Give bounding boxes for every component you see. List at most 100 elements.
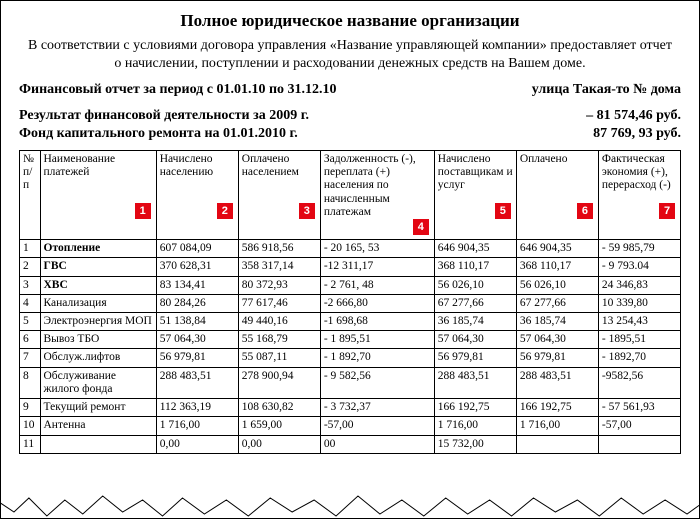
cell-c4: - 1 892,70 xyxy=(320,349,434,367)
col-badge-7: 7 xyxy=(659,203,675,219)
cell-c4: - 3 732,37 xyxy=(320,399,434,417)
document-page: Полное юридическое название организации … xyxy=(0,0,700,519)
cell-c4: -1 698,68 xyxy=(320,312,434,330)
cell-c5: 288 483,51 xyxy=(434,367,516,398)
cell-c5: 15 732,00 xyxy=(434,435,516,453)
col-badge-4: 4 xyxy=(413,219,429,235)
cell-c3: 278 900,94 xyxy=(238,367,320,398)
cell-name: Электроэнергия МОП xyxy=(40,312,156,330)
table-row: 5Электроэнергия МОП51 138,8449 440,16-1 … xyxy=(20,312,681,330)
cell-c7: - 1895,51 xyxy=(598,331,680,349)
cell-c7: 13 254,43 xyxy=(598,312,680,330)
cell-c2: 56 979,81 xyxy=(156,349,238,367)
cell-c5: 57 064,30 xyxy=(434,331,516,349)
cell-c3: 80 372,93 xyxy=(238,276,320,294)
intro-text: В соответствии с условиями договора упра… xyxy=(25,37,675,72)
cell-c5: 368 110,17 xyxy=(434,258,516,276)
cell-n: 4 xyxy=(20,294,41,312)
col-header-0: № п/п xyxy=(20,151,41,240)
col-header-2: Начислено населению2 xyxy=(156,151,238,240)
finance-table: № п/пНаименование платежей1Начислено нас… xyxy=(19,150,681,454)
cell-c5: 166 192,75 xyxy=(434,399,516,417)
cell-n: 7 xyxy=(20,349,41,367)
cell-c6: 166 192,75 xyxy=(516,399,598,417)
cell-c6: 67 277,66 xyxy=(516,294,598,312)
cell-n: 3 xyxy=(20,276,41,294)
cell-n: 2 xyxy=(20,258,41,276)
col-header-5: Начислено поставщикам и услуг 5 xyxy=(434,151,516,240)
table-row: 1Отопление607 084,09586 918,56- 20 165, … xyxy=(20,240,681,258)
cell-name: Обслуж.лифтов xyxy=(40,349,156,367)
cell-c6: 368 110,17 xyxy=(516,258,598,276)
cell-c5: 56 026,10 xyxy=(434,276,516,294)
cell-c6: 36 185,74 xyxy=(516,312,598,330)
cell-n: 8 xyxy=(20,367,41,398)
table-row: 6Вывоз ТБО57 064,3055 168,79- 1 895,5157… xyxy=(20,331,681,349)
cell-c2: 51 138,84 xyxy=(156,312,238,330)
cell-n: 10 xyxy=(20,417,41,435)
cell-c7: 24 346,83 xyxy=(598,276,680,294)
cell-c5: 56 979,81 xyxy=(434,349,516,367)
table-row: 10Антенна1 716,001 659,00-57,001 716,001… xyxy=(20,417,681,435)
cell-c7: - 1892,70 xyxy=(598,349,680,367)
cell-c6: 56 979,81 xyxy=(516,349,598,367)
cell-c6 xyxy=(516,435,598,453)
cell-name: Отопление xyxy=(40,240,156,258)
col-label: Задолженность (-), переплата (+) населен… xyxy=(324,153,431,219)
cell-name: Вывоз ТБО xyxy=(40,331,156,349)
cell-c7: - 9 793.04 xyxy=(598,258,680,276)
col-badge-2: 2 xyxy=(217,203,233,219)
cell-c4: - 2 761, 48 xyxy=(320,276,434,294)
cell-n: 6 xyxy=(20,331,41,349)
cell-c7: -57,00 xyxy=(598,417,680,435)
cell-c3: 55 168,79 xyxy=(238,331,320,349)
result-line: Результат финансовой деятельности за 200… xyxy=(19,108,681,124)
cell-c3: 358 317,14 xyxy=(238,258,320,276)
cell-c4: - 1 895,51 xyxy=(320,331,434,349)
cell-c2: 370 628,31 xyxy=(156,258,238,276)
cell-n: 11 xyxy=(20,435,41,453)
col-badge-6: 6 xyxy=(577,203,593,219)
cell-c5: 67 277,66 xyxy=(434,294,516,312)
cell-c6: 56 026,10 xyxy=(516,276,598,294)
period-line: Финансовый отчет за период с 01.01.10 по… xyxy=(19,82,681,98)
cell-c3: 77 617,46 xyxy=(238,294,320,312)
fund-left: Фонд капитального ремонта на 01.01.2010 … xyxy=(19,126,298,142)
cell-name: Обслуживание жилого фонда xyxy=(40,367,156,398)
cell-c7: -9582,56 xyxy=(598,367,680,398)
cell-c7: - 59 985,79 xyxy=(598,240,680,258)
cell-c4: - 9 582,56 xyxy=(320,367,434,398)
fund-line: Фонд капитального ремонта на 01.01.2010 … xyxy=(19,126,681,142)
col-label: Начислено поставщикам и услуг xyxy=(438,153,513,193)
cell-c3: 0,00 xyxy=(238,435,320,453)
table-row: 2ГВС370 628,31358 317,14-12 311,17368 11… xyxy=(20,258,681,276)
cell-c5: 1 716,00 xyxy=(434,417,516,435)
cell-c6: 646 904,35 xyxy=(516,240,598,258)
col-label: Оплачено населением xyxy=(242,153,317,179)
cell-c3: 49 440,16 xyxy=(238,312,320,330)
col-header-3: Оплачено населением3 xyxy=(238,151,320,240)
torn-edge xyxy=(0,490,700,519)
table-row: 4Канализация80 284,2677 617,46-2 666,806… xyxy=(20,294,681,312)
cell-c5: 36 185,74 xyxy=(434,312,516,330)
table-row: 8Обслуживание жилого фонда288 483,51278 … xyxy=(20,367,681,398)
cell-n: 5 xyxy=(20,312,41,330)
col-badge-5: 5 xyxy=(495,203,511,219)
cell-c3: 55 087,11 xyxy=(238,349,320,367)
cell-c4: 00 xyxy=(320,435,434,453)
cell-c2: 288 483,51 xyxy=(156,367,238,398)
cell-c2: 57 064,30 xyxy=(156,331,238,349)
col-label: № п/п xyxy=(23,153,37,193)
cell-c2: 80 284,26 xyxy=(156,294,238,312)
cell-c2: 607 084,09 xyxy=(156,240,238,258)
cell-c7: 10 339,80 xyxy=(598,294,680,312)
col-label: Оплачено xyxy=(520,153,595,166)
result-left: Результат финансовой деятельности за 200… xyxy=(19,108,309,124)
cell-name: ГВС xyxy=(40,258,156,276)
cell-name: ХВС xyxy=(40,276,156,294)
fund-right: 87 769, 93 руб. xyxy=(593,126,681,142)
org-title: Полное юридическое название организации xyxy=(19,11,681,31)
cell-n: 1 xyxy=(20,240,41,258)
col-badge-1: 1 xyxy=(135,203,151,219)
cell-name: Канализация xyxy=(40,294,156,312)
